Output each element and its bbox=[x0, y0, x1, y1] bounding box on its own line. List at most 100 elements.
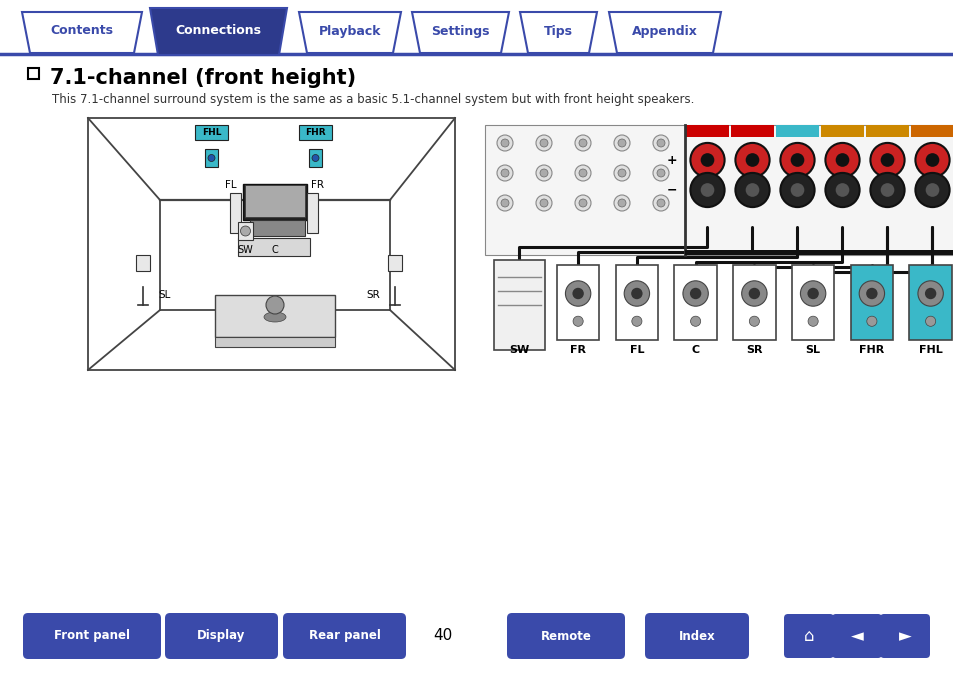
Bar bbox=[28, 68, 39, 79]
Text: FL: FL bbox=[629, 345, 643, 355]
Circle shape bbox=[631, 316, 641, 326]
Text: ⌂: ⌂ bbox=[803, 627, 814, 645]
FancyBboxPatch shape bbox=[783, 614, 833, 658]
Circle shape bbox=[689, 288, 700, 299]
Circle shape bbox=[800, 281, 825, 306]
FancyBboxPatch shape bbox=[506, 613, 624, 659]
Text: Connections: Connections bbox=[175, 24, 261, 36]
FancyBboxPatch shape bbox=[283, 613, 406, 659]
Circle shape bbox=[924, 153, 939, 167]
Circle shape bbox=[835, 183, 848, 197]
Circle shape bbox=[748, 288, 760, 299]
Circle shape bbox=[618, 199, 625, 207]
Ellipse shape bbox=[264, 312, 286, 322]
Bar bbox=[245, 185, 305, 217]
Bar bbox=[307, 193, 318, 233]
Text: Playback: Playback bbox=[318, 24, 381, 38]
Circle shape bbox=[780, 173, 814, 207]
Circle shape bbox=[539, 199, 547, 207]
Circle shape bbox=[618, 169, 625, 177]
Bar bbox=[674, 265, 716, 340]
Circle shape bbox=[859, 281, 883, 306]
Text: C: C bbox=[691, 345, 699, 355]
Text: Index: Index bbox=[678, 629, 715, 643]
Bar bbox=[775, 125, 818, 137]
Circle shape bbox=[539, 139, 547, 147]
Circle shape bbox=[824, 173, 859, 207]
Bar bbox=[250, 220, 305, 236]
Circle shape bbox=[578, 139, 586, 147]
Bar bbox=[231, 193, 241, 233]
Circle shape bbox=[652, 195, 668, 211]
Circle shape bbox=[614, 165, 629, 181]
Circle shape bbox=[573, 316, 582, 326]
Circle shape bbox=[690, 143, 724, 177]
Text: Tips: Tips bbox=[543, 24, 573, 38]
FancyBboxPatch shape bbox=[23, 613, 161, 659]
Circle shape bbox=[917, 281, 943, 306]
Circle shape bbox=[618, 139, 625, 147]
Polygon shape bbox=[412, 12, 509, 53]
Circle shape bbox=[208, 155, 214, 162]
Text: SR: SR bbox=[745, 345, 761, 355]
Bar bbox=[298, 125, 332, 140]
Bar bbox=[484, 125, 953, 255]
Bar bbox=[684, 250, 953, 255]
Text: ►: ► bbox=[898, 627, 910, 645]
Text: SL: SL bbox=[158, 290, 171, 300]
Circle shape bbox=[780, 143, 814, 177]
Bar bbox=[850, 265, 892, 340]
FancyBboxPatch shape bbox=[644, 613, 748, 659]
Circle shape bbox=[500, 169, 509, 177]
Circle shape bbox=[880, 153, 893, 167]
Text: Appendix: Appendix bbox=[632, 24, 698, 38]
Polygon shape bbox=[608, 12, 720, 53]
Circle shape bbox=[536, 135, 552, 151]
Circle shape bbox=[500, 199, 509, 207]
Circle shape bbox=[745, 153, 759, 167]
Bar bbox=[237, 238, 310, 256]
Circle shape bbox=[924, 183, 939, 197]
Circle shape bbox=[700, 183, 714, 197]
Circle shape bbox=[623, 281, 649, 306]
Polygon shape bbox=[22, 12, 142, 53]
Circle shape bbox=[690, 173, 724, 207]
Circle shape bbox=[575, 165, 590, 181]
Polygon shape bbox=[519, 12, 597, 53]
Circle shape bbox=[578, 199, 586, 207]
Circle shape bbox=[880, 183, 893, 197]
FancyBboxPatch shape bbox=[879, 614, 929, 658]
Text: Remote: Remote bbox=[540, 629, 591, 643]
Circle shape bbox=[500, 139, 509, 147]
Circle shape bbox=[614, 195, 629, 211]
Text: Contents: Contents bbox=[51, 24, 113, 38]
Circle shape bbox=[865, 288, 877, 299]
Circle shape bbox=[740, 281, 766, 306]
Circle shape bbox=[652, 135, 668, 151]
Circle shape bbox=[572, 288, 583, 299]
Circle shape bbox=[745, 183, 759, 197]
Bar bbox=[910, 125, 953, 137]
Polygon shape bbox=[150, 8, 287, 55]
Circle shape bbox=[790, 153, 803, 167]
Text: SL: SL bbox=[804, 345, 820, 355]
Text: +: + bbox=[666, 153, 677, 166]
Text: This 7.1-channel surround system is the same as a basic 5.1-channel system but w: This 7.1-channel surround system is the … bbox=[52, 94, 694, 106]
Bar bbox=[388, 255, 401, 271]
Bar bbox=[136, 255, 150, 271]
Circle shape bbox=[657, 169, 664, 177]
Circle shape bbox=[565, 281, 590, 306]
Bar bbox=[730, 125, 773, 137]
Text: FHR: FHR bbox=[305, 128, 326, 137]
Bar bbox=[214, 337, 335, 347]
Circle shape bbox=[806, 288, 818, 299]
Circle shape bbox=[536, 195, 552, 211]
Circle shape bbox=[614, 135, 629, 151]
Circle shape bbox=[682, 281, 707, 306]
Text: Display: Display bbox=[197, 629, 246, 643]
Circle shape bbox=[915, 143, 948, 177]
Circle shape bbox=[869, 173, 903, 207]
Bar bbox=[791, 265, 834, 340]
Circle shape bbox=[497, 195, 513, 211]
Text: FL: FL bbox=[225, 180, 236, 190]
